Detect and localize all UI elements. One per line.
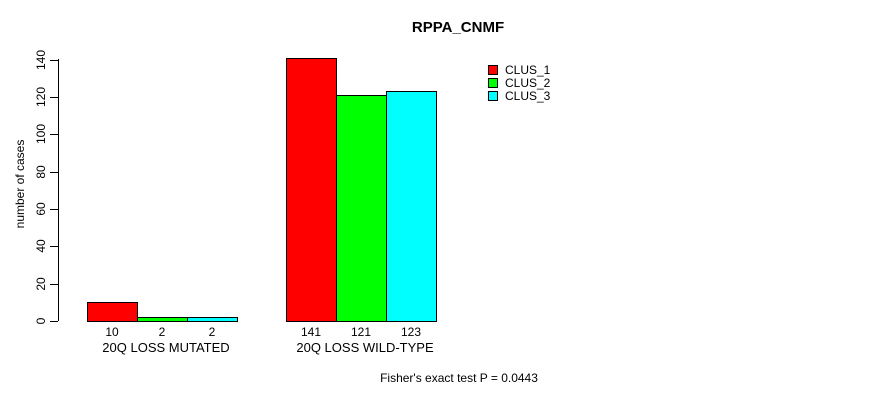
- bar-value-label: 123: [400, 325, 422, 339]
- y-tick-mark-60: [50, 209, 58, 210]
- bar-clus_1-group1: [87, 302, 138, 322]
- bar-clus_2-group2: [336, 95, 387, 322]
- y-tick-label-100: 100: [34, 123, 48, 145]
- y-tick-mark-140: [50, 60, 58, 61]
- legend-label-clus_1: CLUS_1: [505, 63, 551, 77]
- legend-swatch-clus_2: [488, 78, 498, 88]
- bar-clus_1-group2: [286, 58, 337, 322]
- y-axis-line: [58, 59, 59, 321]
- bar-clus_3-group1: [187, 317, 238, 322]
- legend-label-clus_2: CLUS_2: [505, 76, 551, 90]
- annotation-text: Fisher's exact test P = 0.0443: [380, 371, 538, 385]
- chart-title: RPPA_CNMF: [411, 19, 505, 36]
- bar-value-label: 141: [300, 325, 322, 339]
- legend-item-clus_2: CLUS_2: [488, 77, 550, 89]
- legend-swatch-clus_3: [488, 91, 498, 101]
- y-tick-mark-20: [50, 284, 58, 285]
- bar-value-label: 2: [158, 325, 166, 339]
- bar-value-label: 10: [105, 325, 119, 339]
- y-tick-label-60: 60: [34, 202, 48, 216]
- y-tick-mark-40: [50, 246, 58, 247]
- legend-label-clus_3: CLUS_3: [505, 89, 551, 103]
- y-tick-label-120: 120: [34, 86, 48, 108]
- legend-item-clus_1: CLUS_1: [488, 64, 550, 76]
- y-tick-mark-100: [50, 134, 58, 135]
- y-tick-label-140: 140: [34, 49, 48, 71]
- y-tick-mark-120: [50, 97, 58, 98]
- y-tick-label-0: 0: [34, 317, 48, 325]
- category-label-group2: 20Q LOSS WILD-TYPE: [296, 340, 434, 355]
- y-tick-label-40: 40: [34, 239, 48, 253]
- bar-clus_2-group1: [137, 317, 188, 322]
- legend-item-clus_3: CLUS_3: [488, 90, 550, 102]
- y-tick-label-20: 20: [34, 277, 48, 291]
- bar-clus_3-group2: [386, 91, 437, 322]
- y-tick-mark-0: [50, 321, 58, 322]
- legend-swatch-clus_1: [488, 65, 498, 75]
- bar-value-label: 121: [350, 325, 372, 339]
- bar-value-label: 2: [208, 325, 216, 339]
- y-axis-label: number of cases: [13, 139, 27, 229]
- category-label-group1: 20Q LOSS MUTATED: [102, 340, 230, 355]
- y-tick-mark-80: [50, 172, 58, 173]
- y-tick-label-80: 80: [34, 165, 48, 179]
